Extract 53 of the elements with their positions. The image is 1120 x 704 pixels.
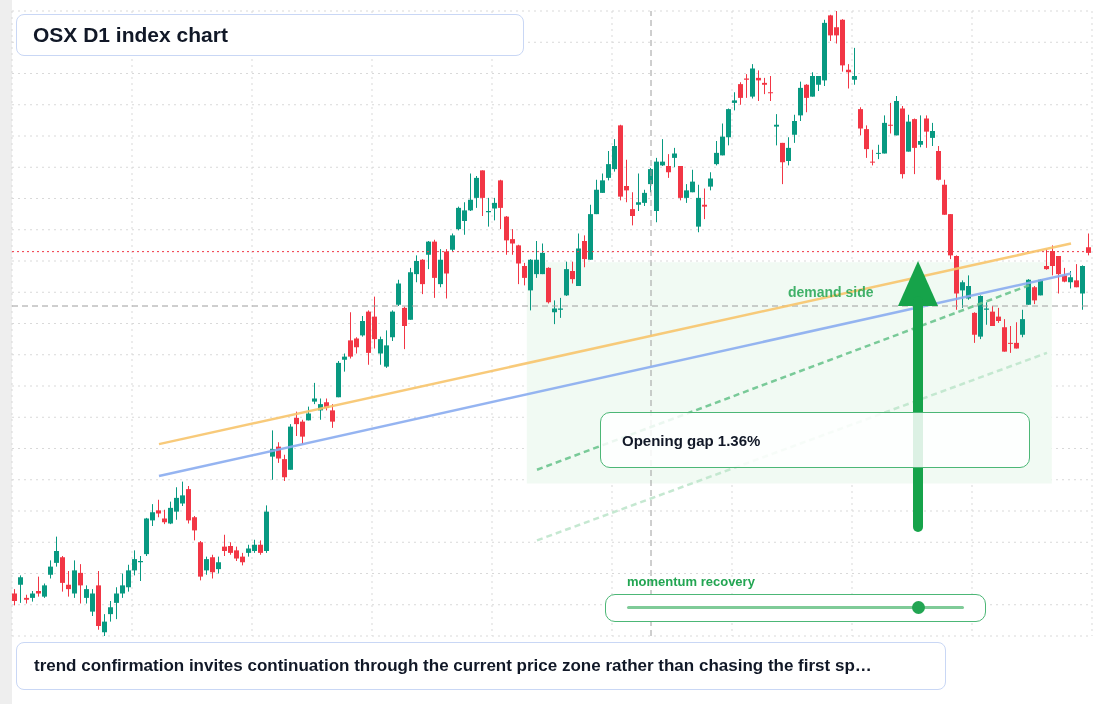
candlestick xyxy=(918,114,923,148)
candlestick xyxy=(804,83,809,113)
candlestick xyxy=(342,353,347,373)
candlestick xyxy=(672,147,677,168)
candlestick xyxy=(54,536,59,568)
candlestick xyxy=(396,279,401,307)
candlestick xyxy=(48,559,53,579)
candlestick xyxy=(630,191,635,226)
candlestick xyxy=(282,454,287,482)
candlestick xyxy=(204,556,209,576)
annotation: Opening gap 1.36% xyxy=(622,431,761,449)
candlestick xyxy=(66,570,71,598)
candlestick xyxy=(312,382,317,405)
candlestick xyxy=(360,315,365,338)
candlestick xyxy=(930,122,935,147)
candlestick xyxy=(702,188,707,220)
candlestick xyxy=(78,563,83,604)
annotation: momentum recovery xyxy=(627,574,755,589)
candlestick xyxy=(888,102,893,134)
candlestick xyxy=(1020,309,1025,338)
candlestick xyxy=(858,106,863,136)
candlestick xyxy=(522,262,527,286)
candlestick xyxy=(972,311,977,344)
candlestick xyxy=(1032,285,1037,305)
candlestick xyxy=(492,197,497,221)
candlestick xyxy=(924,114,929,149)
candlestick xyxy=(792,114,797,144)
candlestick xyxy=(474,175,479,209)
candlestick xyxy=(114,586,119,620)
candlestick xyxy=(852,47,857,86)
candlestick xyxy=(738,81,743,106)
candlestick xyxy=(768,75,773,102)
candlestick xyxy=(18,574,23,604)
caption-box: trend confirmation invites continuation through the current price zone rather than chasing the first sp… xyxy=(16,642,946,690)
candlestick xyxy=(210,554,215,579)
candlestick xyxy=(108,600,113,623)
candlestick xyxy=(36,576,41,598)
candlestick xyxy=(786,136,791,166)
candlestick xyxy=(426,240,431,270)
candlestick xyxy=(774,113,779,146)
candlestick xyxy=(72,559,77,599)
candlestick xyxy=(468,173,473,212)
candlestick xyxy=(666,153,671,179)
candlestick xyxy=(780,142,785,185)
candlestick xyxy=(102,613,107,636)
note-box: Opening gap 1.36% xyxy=(600,412,1030,468)
candlestick xyxy=(732,91,737,111)
candlestick xyxy=(330,403,335,429)
title-box: OSX D1 index chart xyxy=(16,14,524,56)
candlestick xyxy=(402,306,407,350)
candlestick xyxy=(708,171,713,191)
candlestick xyxy=(864,124,869,159)
candlestick xyxy=(570,261,575,284)
